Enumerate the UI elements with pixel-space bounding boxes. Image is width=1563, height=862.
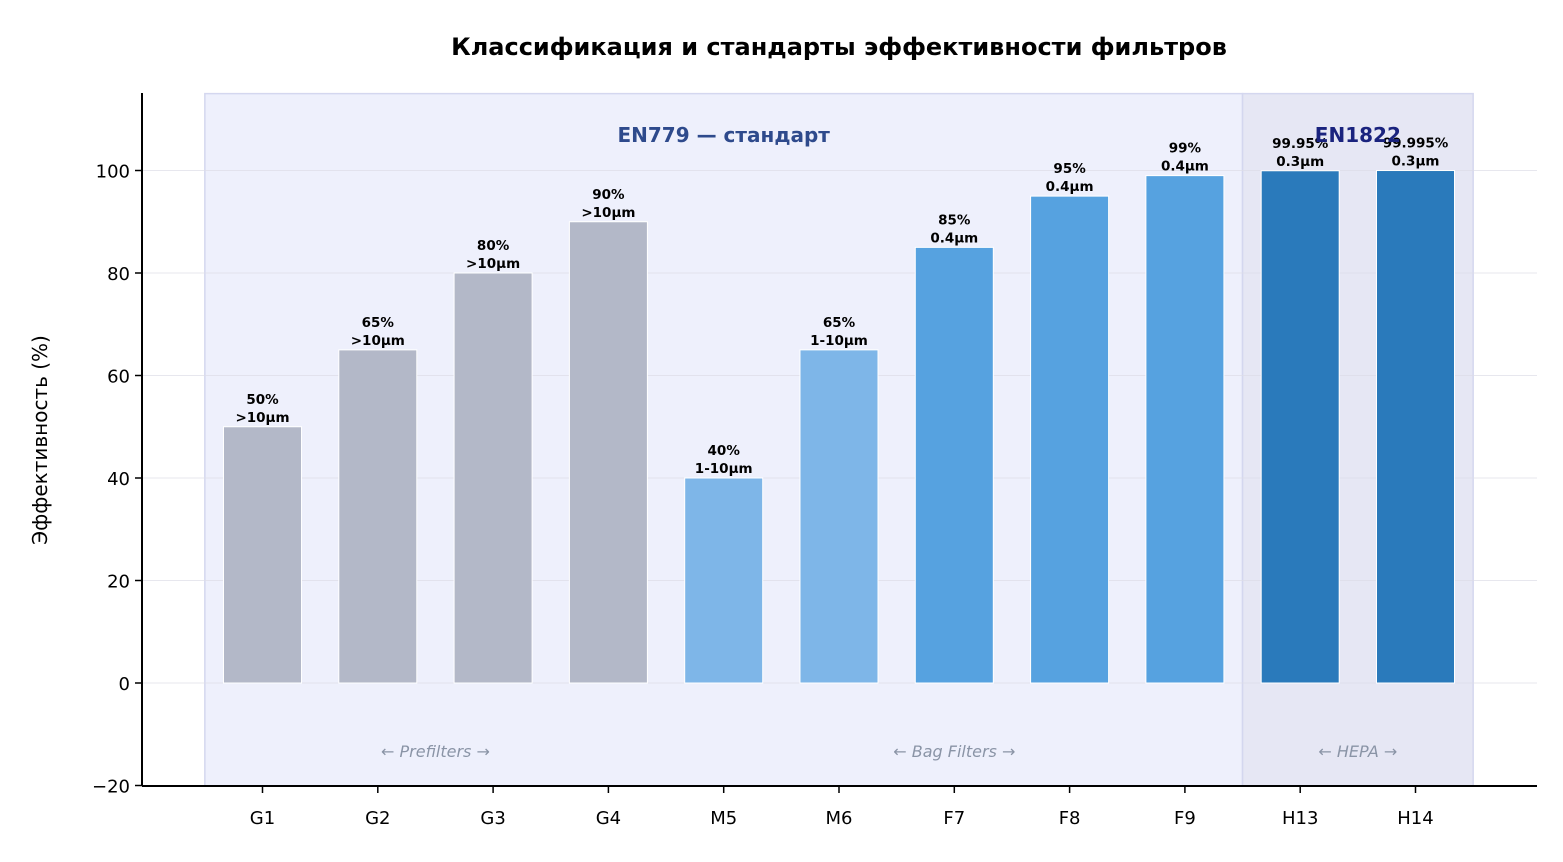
data-label-size: >10μm (581, 205, 635, 221)
bar-H13 (1260, 170, 1340, 684)
y-tick-label: 100 (96, 162, 130, 183)
bar-M6 (799, 349, 879, 684)
data-label-value: 80% (477, 238, 510, 254)
band-title-0: EN779 — стандарт (617, 123, 830, 147)
data-label-value: 40% (708, 443, 741, 459)
y-tick-label: 80 (107, 264, 130, 285)
y-tick-label: 0 (119, 674, 130, 695)
bar-G3 (453, 272, 533, 684)
bar-F9 (1145, 175, 1225, 684)
y-tick-label: 20 (107, 572, 130, 593)
bar-H14 (1376, 170, 1455, 684)
x-tick-label: F7 (943, 808, 965, 829)
chart-title: Классификация и стандарты эффективности … (451, 33, 1227, 61)
axes: −20 0 20 40 60 80 100 G1 G2 G3 G4 M5 M6 F7 F8 F9 H13 H14 (92, 93, 1537, 829)
data-label-size: >10μm (235, 410, 289, 426)
data-label-value: 50% (246, 392, 279, 408)
data-label-size: 0.4μm (1046, 179, 1094, 195)
bar-G2 (338, 349, 418, 684)
group-label-0: ← Prefilters → (381, 742, 490, 761)
bar-G4 (568, 221, 648, 684)
data-label-size: 0.3μm (1392, 154, 1440, 170)
x-tick-label: G3 (480, 808, 505, 829)
data-label-size: 0.4μm (930, 230, 978, 246)
x-tick-label: H14 (1397, 808, 1433, 829)
x-tick-label: F8 (1059, 808, 1081, 829)
data-label-size: >10μm (466, 256, 520, 272)
data-label-value: 90% (592, 187, 625, 203)
x-tick-label: F9 (1174, 808, 1196, 829)
data-label-value: 65% (823, 315, 856, 331)
bar-F7 (914, 246, 994, 684)
x-tick-label: M5 (710, 808, 737, 829)
data-label-value: 65% (362, 315, 395, 331)
data-label-value: 85% (938, 212, 971, 228)
band-titles: EN779 — стандарт EN1822 (617, 123, 1400, 147)
group-label-2: ← HEPA → (1318, 742, 1397, 761)
data-label-value: 99% (1169, 141, 1202, 157)
bars (223, 170, 1455, 684)
y-tick-label: 60 (107, 367, 130, 388)
x-tick-label: G1 (250, 808, 275, 829)
x-tick-label: H13 (1282, 808, 1318, 829)
x-tick-label: G4 (596, 808, 621, 829)
group-labels: ← Prefilters → ← Bag Filters → ← HEPA → (381, 742, 1397, 761)
y-tick-label: 40 (107, 469, 130, 490)
data-labels: 50% >10μm 65% >10μm 80% >10μm 90% >10μm 40% 1-10μ… (235, 136, 1448, 477)
bar-G1 (223, 426, 302, 684)
data-label-size: 0.4μm (1161, 159, 1209, 175)
group-label-1: ← Bag Filters → (893, 742, 1015, 761)
data-label-value: 99.995% (1383, 136, 1449, 152)
data-label-size: 1-10μm (810, 333, 868, 349)
y-tick-label: −20 (92, 777, 130, 798)
y-axis-label: Эффективность (%) (28, 335, 52, 545)
data-label-value: 95% (1053, 161, 1086, 177)
x-tick-label: M6 (826, 808, 853, 829)
band-title-1: EN1822 (1315, 123, 1401, 147)
x-tick-label: G2 (365, 808, 390, 829)
data-label-size: 0.3μm (1276, 154, 1324, 170)
data-label-value: 99.95% (1272, 136, 1329, 152)
bar-F8 (1030, 195, 1110, 684)
data-label-size: 1-10μm (695, 461, 753, 477)
data-label-size: >10μm (351, 333, 405, 349)
bar-M5 (684, 477, 764, 684)
